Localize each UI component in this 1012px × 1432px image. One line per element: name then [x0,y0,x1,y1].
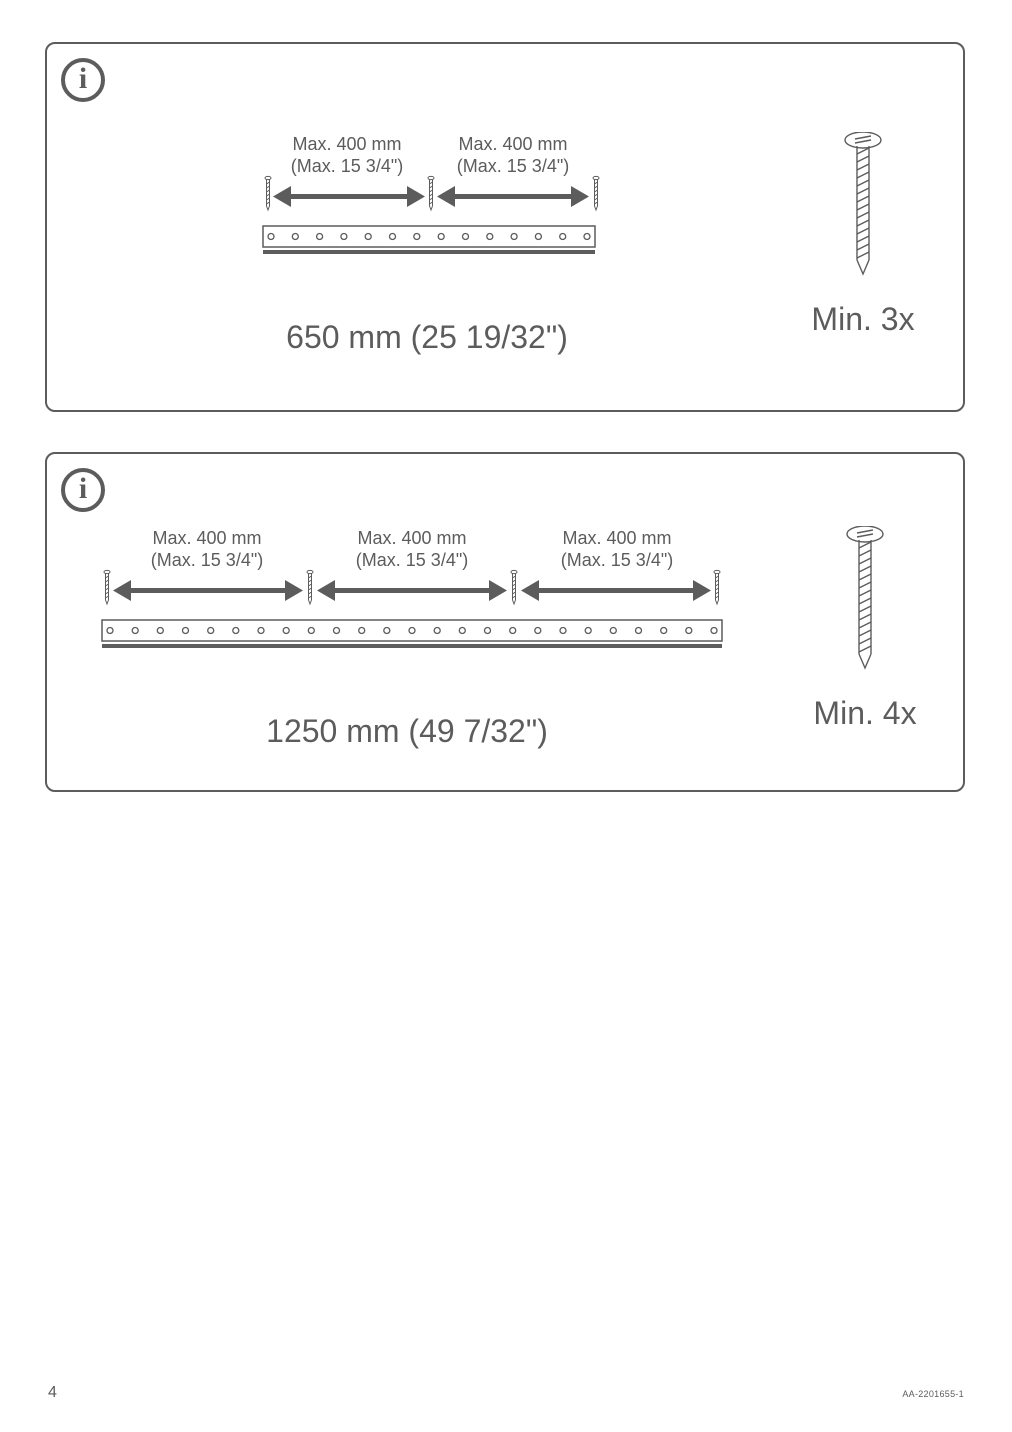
rail-hole [292,234,298,240]
info-icon: i [61,468,105,512]
info-panel-2: i Max. 400 mm (Max. 15 3/4") Max. 400 mm… [45,452,965,792]
seg-top: Max. 400 mm [292,134,401,154]
rail-hole [463,234,469,240]
total-length-label: 1250 mm (49 7/32") [47,713,767,750]
rail-hole [132,628,138,634]
info-letter: i [79,474,87,504]
rail-hole [334,628,340,634]
rail-hole [511,234,517,240]
rail-hole [258,628,264,634]
rail-hole [317,234,323,240]
rail-hole [233,628,239,634]
rail-hole [390,234,396,240]
seg-bot: (Max. 15 3/4") [561,550,673,570]
rail-hole [686,628,692,634]
rail-hole [183,628,189,634]
rail-hole [487,234,493,240]
seg-bot: (Max. 15 3/4") [151,550,263,570]
rail-hole [341,234,347,240]
seg-bot: (Max. 15 3/4") [291,156,403,176]
rail-hole [283,628,289,634]
rail-hole [308,628,314,634]
info-icon: i [61,58,105,102]
dimension-arrows [113,580,711,601]
rail-hole [535,234,541,240]
rail-hole [510,628,516,634]
marker-screws [104,570,720,604]
rail-hole [459,628,465,634]
screw-requirement: Min. 4x [767,526,963,732]
mounting-rail [102,620,722,648]
mounting-rail [263,226,595,254]
rail-svg: Max. 400 mm (Max. 15 3/4") Max. 400 mm (… [47,132,747,292]
rail-hole [610,628,616,634]
screw-icon [828,132,898,282]
marker-screws [265,176,599,210]
rail-svg: Max. 400 mm (Max. 15 3/4") Max. 400 mm (… [47,526,767,686]
page-number: 4 [48,1384,57,1402]
seg-bot: (Max. 15 3/4") [457,156,569,176]
seg-top: Max. 400 mm [458,134,567,154]
screw-icon [830,526,900,676]
rail-hole [384,628,390,634]
rail-hole [661,628,667,634]
dimension-arrows [273,186,589,207]
rail-hole [359,628,365,634]
rail-hole [208,628,214,634]
min-count-label: Min. 3x [763,301,963,338]
rail-hole [636,628,642,634]
min-count-label: Min. 4x [767,695,963,732]
rail-hole [560,234,566,240]
screw-requirement: Min. 3x [763,132,963,338]
rail-hole [268,234,274,240]
rail-hole [560,628,566,634]
rail-hole [585,628,591,634]
rail-diagram-1: Max. 400 mm (Max. 15 3/4") Max. 400 mm (… [47,132,763,356]
seg-top: Max. 400 mm [562,528,671,548]
info-letter: i [79,64,87,94]
rail-hole [365,234,371,240]
info-panel-1: i Max. 400 mm (Max. 15 3/4") Max. 400 mm… [45,42,965,412]
rail-hole [485,628,491,634]
seg-bot: (Max. 15 3/4") [356,550,468,570]
document-id: AA-2201655-1 [902,1389,964,1399]
rail-diagram-2: Max. 400 mm (Max. 15 3/4") Max. 400 mm (… [47,526,767,750]
rail-hole [434,628,440,634]
total-length-label: 650 mm (25 19/32") [47,319,747,356]
rail-hole [414,234,420,240]
rail-hole [107,628,113,634]
rail-hole [409,628,415,634]
rail-hole [438,234,444,240]
page-footer: 4 AA-2201655-1 [0,1384,1012,1402]
seg-top: Max. 400 mm [152,528,261,548]
rail-hole [711,628,717,634]
seg-top: Max. 400 mm [357,528,466,548]
rail-hole [584,234,590,240]
rail-hole [157,628,163,634]
rail-hole [535,628,541,634]
